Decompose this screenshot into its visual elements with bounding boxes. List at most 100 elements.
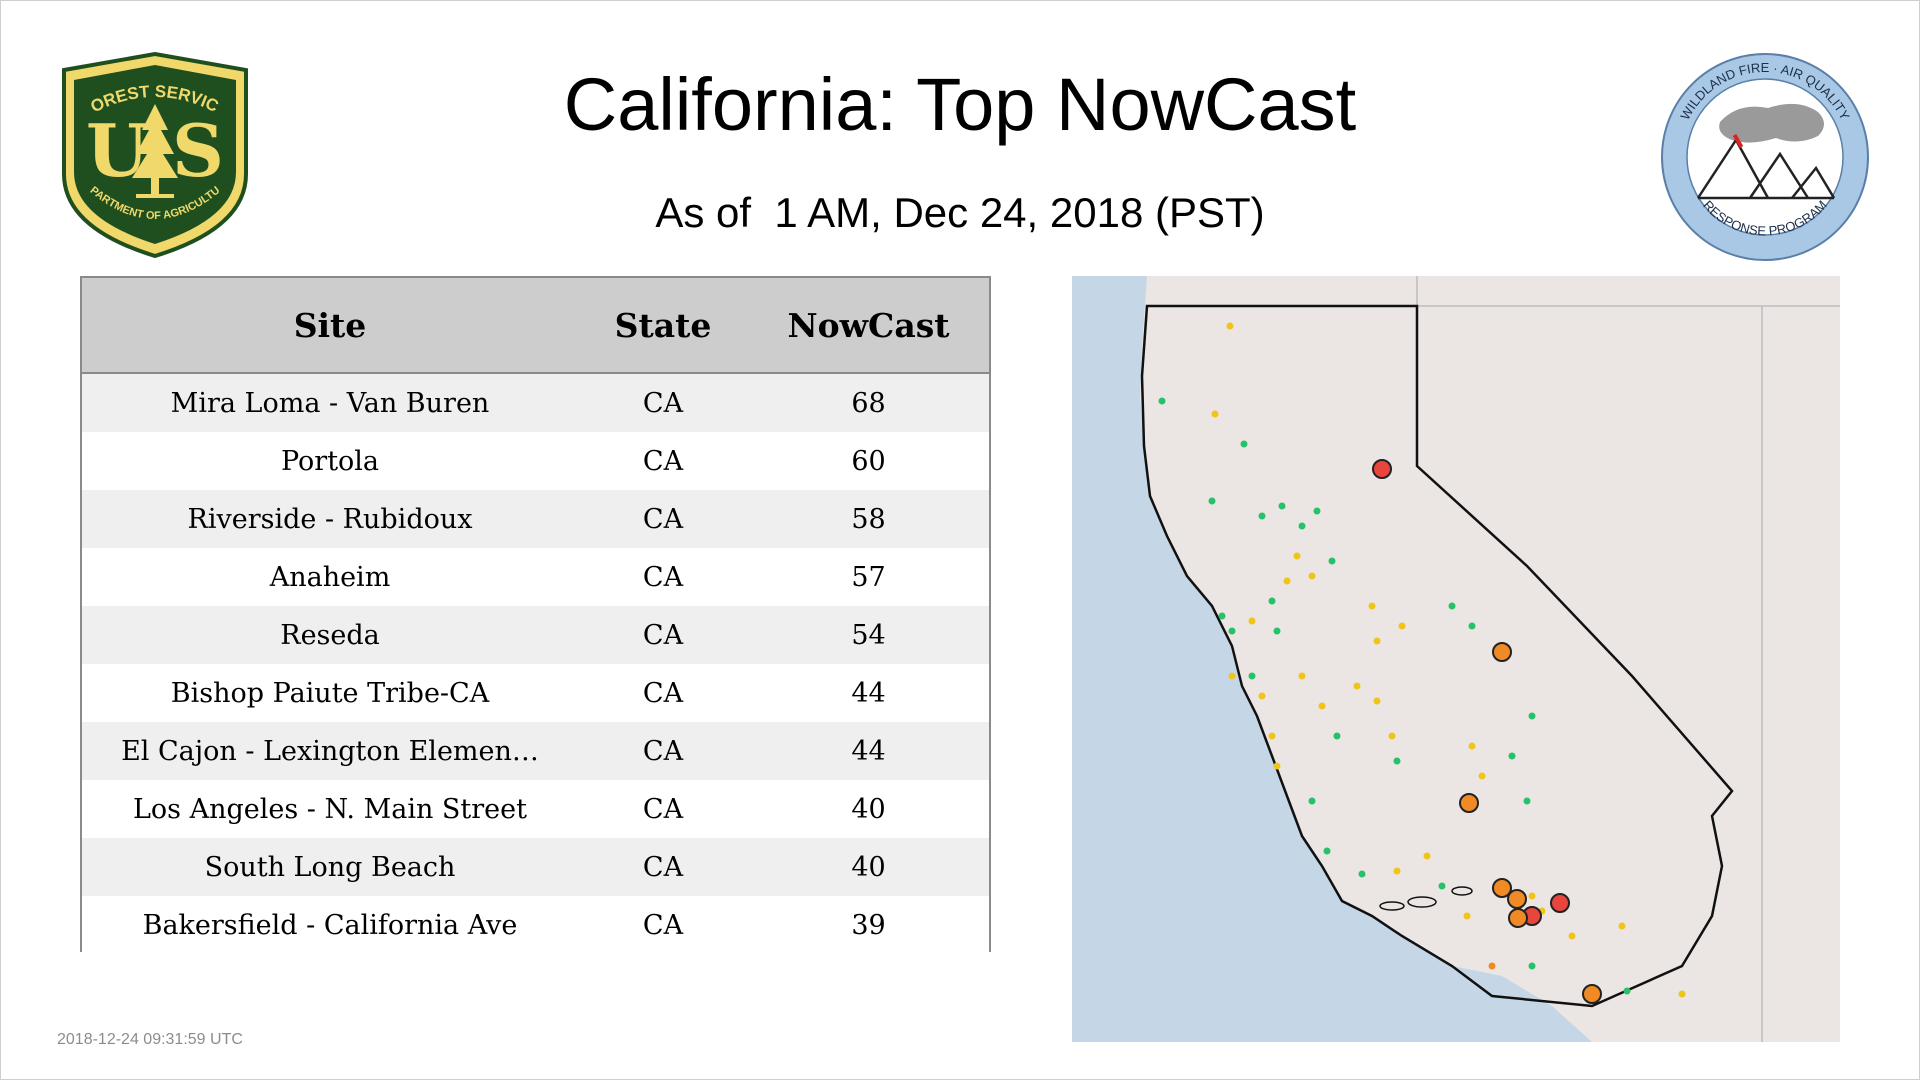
table-row: Bakersfield - California Ave CA 39 (82, 896, 989, 954)
site-cell: Mira Loma - Van Buren (82, 373, 578, 432)
good-site-marker (1323, 847, 1331, 855)
site-column-header: Site (82, 278, 578, 374)
table-row: Reseda CA 54 (82, 606, 989, 664)
nowcast-cell: 39 (748, 896, 989, 954)
site-cell: South Long Beach (82, 838, 578, 896)
table-row: Portola CA 60 (82, 432, 989, 490)
good-site-marker (1248, 672, 1256, 680)
state-column-header: State (578, 278, 748, 374)
good-site-marker (1523, 797, 1531, 805)
table-row: Bishop Paiute Tribe-CA CA 44 (82, 664, 989, 722)
monitor-markers (1158, 322, 1686, 1004)
good-site-marker (1158, 397, 1166, 405)
wildfire-air-quality-seal-logo: WILDLAND FIRE · AIR QUALITY RESPONSE PRO… (1661, 53, 1869, 261)
moderate-site-marker (1423, 852, 1431, 860)
nowcast-cell: 68 (748, 373, 989, 432)
site-cell: Bakersfield - California Ave (82, 896, 578, 954)
state-cell: CA (578, 490, 748, 548)
good-site-marker (1308, 797, 1316, 805)
pine-tree-icon (132, 104, 178, 198)
site-cell: Reseda (82, 606, 578, 664)
unhealthy-site-marker (1550, 893, 1570, 913)
moderate-site-marker (1283, 577, 1291, 585)
moderate-site-marker (1268, 732, 1276, 740)
nowcast-cell: 57 (748, 548, 989, 606)
usfs-shield-logo: FOREST SERVICE U S DEPARTMENT OF AGRICUL… (52, 52, 248, 258)
nowcast-column-header: NowCast (748, 278, 989, 374)
moderate-site-marker (1318, 702, 1326, 710)
smoke-cloud-icon (1719, 103, 1824, 143)
page-subtitle: As of 1 AM, Dec 24, 2018 (PST) (655, 189, 1265, 236)
good-site-marker (1273, 627, 1281, 635)
moderate-site-marker (1393, 867, 1401, 875)
good-site-marker (1393, 757, 1401, 765)
moderate-site-marker (1293, 552, 1301, 560)
moderate-site-marker (1618, 922, 1626, 930)
site-cell: Los Angeles - N. Main Street (82, 780, 578, 838)
good-site-marker (1228, 627, 1236, 635)
table-row: Mira Loma - Van Buren CA 68 (82, 373, 989, 432)
moderate-site-marker (1368, 602, 1376, 610)
moderate-site-marker (1248, 617, 1256, 625)
good-site-marker (1468, 622, 1476, 630)
good-site-marker (1508, 752, 1516, 760)
unhealthy-site-marker (1372, 459, 1392, 479)
moderate-site-marker (1353, 682, 1361, 690)
good-site-marker (1258, 512, 1266, 520)
table-row: Anaheim CA 57 (82, 548, 989, 606)
moderate-site-marker (1568, 932, 1576, 940)
moderate-site-marker (1398, 622, 1406, 630)
state-cell: CA (578, 722, 748, 780)
nowcast-cell: 40 (748, 780, 989, 838)
moderate-site-marker (1373, 637, 1381, 645)
moderate-site-marker (1308, 572, 1316, 580)
site-cell: Bishop Paiute Tribe-CA (82, 664, 578, 722)
good-site-marker (1358, 870, 1366, 878)
usg-site-marker (1508, 908, 1528, 928)
good-site-marker (1268, 597, 1276, 605)
state-cell: CA (578, 838, 748, 896)
nowcast-cell: 60 (748, 432, 989, 490)
offshore-islands (1379, 886, 1473, 911)
usg-site-marker (1582, 984, 1602, 1004)
good-site-marker (1438, 882, 1446, 890)
land-area (1140, 276, 1840, 1042)
moderate-site-marker (1228, 672, 1236, 680)
moderate-site-marker (1678, 990, 1686, 998)
site-cell: El Cajon - Lexington Elemen… (82, 722, 578, 780)
good-site-marker (1333, 732, 1341, 740)
moderate-site-marker (1258, 692, 1266, 700)
nowcast-cell: 44 (748, 722, 989, 780)
good-site-marker (1328, 557, 1336, 565)
good-site-marker (1448, 602, 1456, 610)
state-cell: CA (578, 896, 748, 954)
state-borders (1416, 276, 1840, 1042)
nowcast-cell: 44 (748, 664, 989, 722)
state-cell: CA (578, 606, 748, 664)
moderate-site-marker (1298, 672, 1306, 680)
good-site-marker (1528, 962, 1536, 970)
moderate-site-marker (1226, 322, 1234, 330)
site-cell: Portola (82, 432, 578, 490)
usg-site-marker (1507, 889, 1527, 909)
usg-site-marker (1492, 878, 1512, 898)
moderate-site-marker (1388, 732, 1396, 740)
moderate-site-marker (1373, 697, 1381, 705)
table-row: Los Angeles - N. Main Street CA 40 (82, 780, 989, 838)
good-site-marker (1313, 507, 1321, 515)
air-quality-map (1072, 276, 1840, 1042)
site-cell: Anaheim (82, 548, 578, 606)
generated-timestamp: 2018-12-24 09:31:59 UTC (57, 1031, 243, 1048)
table-row: South Long Beach CA 40 (82, 838, 989, 896)
table-header-row: Site State NowCast (82, 278, 989, 374)
moderate-site-marker (1478, 772, 1486, 780)
good-site-marker (1278, 502, 1286, 510)
state-cell: CA (578, 664, 748, 722)
good-site-marker (1623, 987, 1631, 995)
good-site-marker (1528, 712, 1536, 720)
nowcast-cell: 58 (748, 490, 989, 548)
moderate-site-marker (1528, 892, 1536, 900)
table-row: Riverside - Rubidoux CA 58 (82, 490, 989, 548)
usg-site-marker (1459, 793, 1479, 813)
moderate-site-marker (1463, 912, 1471, 920)
